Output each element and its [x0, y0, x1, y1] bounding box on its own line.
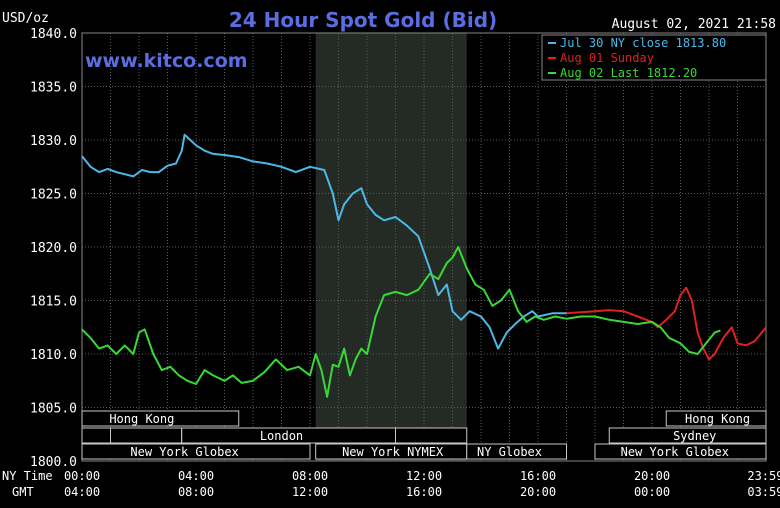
session-label: New York Globex [130, 445, 238, 459]
y-tick-label: 1825.0 [30, 188, 77, 203]
y-tick-label: 1835.0 [30, 81, 77, 96]
x-tick-label-gmt: 04:00 [64, 485, 100, 499]
x-row-label-gmt: GMT [12, 485, 34, 499]
session-label: New York Globex [621, 445, 729, 459]
legend-entry: Aug 01 Sunday [560, 51, 654, 65]
x-tick-label-gmt: 12:00 [292, 485, 328, 499]
session-label: London [260, 429, 303, 443]
session-bar [665, 410, 767, 427]
session-bar [110, 427, 183, 444]
plot-frame [81, 32, 767, 462]
x-tick-label-gmt: 20:00 [520, 485, 556, 499]
y-tick-label: 1805.0 [30, 402, 77, 417]
session-label: Sydney [673, 429, 716, 443]
legend-entry: Jul 30 NY close 1813.80 [560, 36, 726, 50]
x-tick-label-ny: 16:00 [520, 469, 556, 483]
x-tick-label-ny: 12:00 [406, 469, 442, 483]
plot-area: 1840.0 1835.0 1830.0 1825.0 1820.0 1815.0 1810… [30, 27, 780, 499]
x-tick-label-ny: 08:00 [292, 469, 328, 483]
x-row-label-ny: NY Time [2, 469, 53, 483]
chart-title: 24 Hour Spot Gold (Bid) [229, 8, 497, 32]
y-tick-label: 1820.0 [30, 241, 77, 256]
y-tick-label: 1815.0 [30, 295, 77, 310]
chart-timestamp: August 02, 2021 21:58 [612, 17, 776, 32]
y-tick-label: 1810.0 [30, 348, 77, 363]
x-tick-label-gmt: 16:00 [406, 485, 442, 499]
series-line-2 [566, 286, 767, 361]
x-tick-label-gmt: 03:59 [747, 485, 780, 499]
x-tick-label-gmt: 00:00 [634, 485, 670, 499]
x-tick-label-ny: 20:00 [634, 469, 670, 483]
session-label: Hong Kong [109, 412, 174, 426]
session-bar [395, 427, 468, 444]
x-tick-label-ny: 00:00 [64, 469, 100, 483]
session-bar [466, 443, 567, 460]
kitco-watermark: www.kitco.com [85, 50, 248, 72]
y-tick-label: 1800.0 [30, 455, 77, 470]
session-label: Hong Kong [685, 412, 750, 426]
legend-entry: Aug 02 Last 1812.20 [560, 66, 697, 80]
x-tick-label-gmt: 08:00 [178, 485, 214, 499]
session-bar [594, 443, 767, 460]
session-bar [81, 443, 311, 460]
session-bar [81, 410, 240, 427]
series-line-1 [81, 133, 567, 350]
session-label: New York NYMEX [342, 445, 444, 459]
session-bar [608, 427, 767, 444]
series-line-3 [81, 246, 721, 398]
session-bar [81, 427, 111, 444]
x-tick-label-ny: 23:59 [747, 469, 780, 483]
session-label: NY Globex [477, 445, 542, 459]
y-tick-label: 1840.0 [30, 27, 77, 42]
x-tick-label-ny: 04:00 [178, 469, 214, 483]
y-tick-label: 1830.0 [30, 134, 77, 149]
legend-box [541, 34, 767, 81]
y-axis-unit: USD/oz [2, 11, 49, 26]
